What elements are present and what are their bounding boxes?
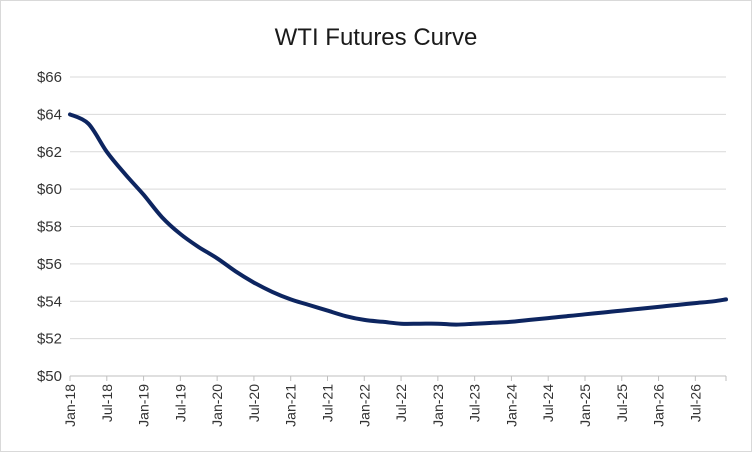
x-tick-label: Jul-26 <box>687 384 703 422</box>
series-line <box>68 112 728 327</box>
x-tick-label: Jul-24 <box>540 384 556 422</box>
x-tick-label: Jan-18 <box>62 384 78 427</box>
y-tick-label: $60 <box>37 181 62 198</box>
x-tick-label: Jan-25 <box>577 384 593 427</box>
x-tick-label: Jan-24 <box>503 384 519 427</box>
series-layer <box>68 112 728 327</box>
x-tick-label: Jul-21 <box>319 384 335 422</box>
gridlines <box>70 76 726 340</box>
x-tick-label: Jul-22 <box>393 384 409 422</box>
x-tick-label: Jan-22 <box>356 384 372 427</box>
y-tick-label: $54 <box>37 293 62 310</box>
x-tick-label: Jul-25 <box>614 384 630 422</box>
y-tick-label: $56 <box>37 256 62 273</box>
x-tick-label: Jul-18 <box>99 384 115 422</box>
x-tick-label: Jan-20 <box>209 384 225 427</box>
y-tick-label: $64 <box>37 106 62 123</box>
x-tick-label: Jan-26 <box>651 384 667 427</box>
y-tick-label: $52 <box>37 331 62 348</box>
y-tick-label: $50 <box>37 368 62 385</box>
y-tick-label: $58 <box>37 219 62 236</box>
y-axis-ticks: $50 $52 $54 $56 $58 $60 $62 $64 $66 <box>37 69 62 385</box>
x-tick-label: Jan-21 <box>283 384 299 427</box>
x-tick-label: Jan-19 <box>136 384 152 427</box>
y-tick-label: $66 <box>37 69 62 86</box>
chart-title: WTI Futures Curve <box>275 24 478 51</box>
x-tick-label: Jul-23 <box>467 384 483 422</box>
x-tick-label: Jul-19 <box>172 384 188 422</box>
y-tick-label: $62 <box>37 144 62 161</box>
x-axis-ticks: Jan-18 Jul-18 Jan-19 Jul-19 Jan-20 Jul-20 Jan-… <box>62 376 727 427</box>
x-tick-label: Jan-23 <box>430 384 446 427</box>
x-tick-label: Jul-20 <box>246 384 262 422</box>
